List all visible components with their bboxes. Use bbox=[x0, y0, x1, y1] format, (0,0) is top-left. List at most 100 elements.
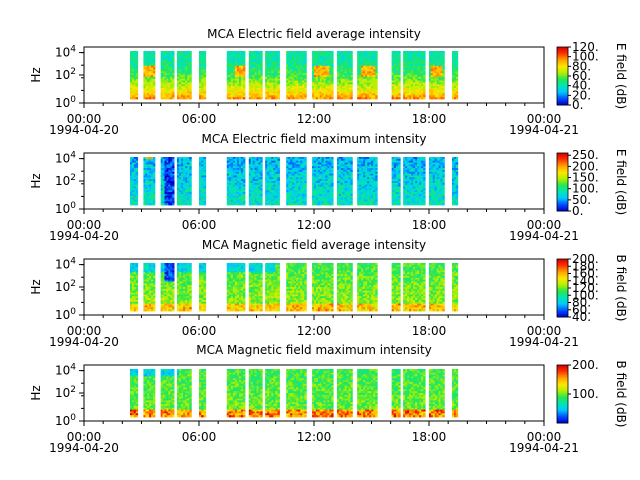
heatmap-cell bbox=[411, 51, 414, 54]
heatmap-cell bbox=[143, 60, 146, 63]
heatmap-cell bbox=[273, 52, 276, 56]
heatmap-cell bbox=[298, 54, 301, 57]
heatmap-cell bbox=[438, 51, 441, 54]
heatmap-cell bbox=[130, 60, 133, 63]
heatmap-cell bbox=[312, 93, 315, 96]
heatmap-cell bbox=[423, 93, 426, 96]
heatmap-cell bbox=[329, 76, 332, 80]
heatmap-cell bbox=[315, 91, 319, 94]
heatmap-cell bbox=[371, 69, 374, 72]
heatmap-cell bbox=[236, 71, 240, 74]
heatmap-cell bbox=[315, 78, 319, 81]
heatmap-cell bbox=[344, 82, 347, 85]
heatmap-cell bbox=[338, 71, 342, 74]
heatmap-cell bbox=[254, 69, 257, 72]
heatmap-cell bbox=[327, 54, 330, 57]
heatmap-cell bbox=[250, 97, 254, 100]
heatmap-cell bbox=[290, 51, 293, 54]
heatmap-cell bbox=[275, 51, 278, 54]
heatmap-cell bbox=[312, 51, 315, 54]
heatmap-cell bbox=[226, 62, 230, 65]
heatmap-cell bbox=[240, 80, 244, 83]
heatmap-cell bbox=[250, 56, 254, 59]
heatmap-cell bbox=[373, 51, 376, 54]
heatmap-cell bbox=[304, 91, 307, 94]
heatmap-cell bbox=[348, 63, 351, 67]
heatmap-cell bbox=[234, 65, 238, 69]
heatmap-cell bbox=[350, 52, 353, 56]
heatmap-cell bbox=[359, 56, 362, 59]
heatmap-cell bbox=[440, 62, 443, 65]
heatmap-cell bbox=[187, 52, 190, 56]
heatmap-cell bbox=[294, 89, 297, 93]
heatmap-cell bbox=[164, 65, 167, 69]
heatmap-cell bbox=[260, 76, 263, 80]
heatmap-cell bbox=[234, 62, 238, 65]
heatmap-cell bbox=[436, 82, 439, 85]
heatmap-cell bbox=[252, 91, 255, 94]
heatmap-cell bbox=[365, 91, 368, 94]
heatmap-cell bbox=[296, 63, 299, 67]
heatmap-cell bbox=[271, 54, 274, 57]
heatmap-cell bbox=[317, 60, 321, 63]
heatmap-cell bbox=[340, 71, 344, 74]
heatmap-cell bbox=[145, 76, 148, 80]
heatmap-cell bbox=[131, 73, 135, 76]
heatmap-cell bbox=[337, 89, 340, 93]
heatmap-cell bbox=[160, 60, 163, 63]
heatmap-cell bbox=[348, 58, 351, 61]
heatmap-cell bbox=[323, 52, 326, 56]
heatmap-cell bbox=[337, 71, 340, 74]
heatmap-cell bbox=[226, 73, 230, 76]
heatmap-cell bbox=[453, 71, 457, 74]
heatmap-cell bbox=[273, 84, 276, 87]
heatmap-cell bbox=[149, 54, 152, 57]
heatmap-cell bbox=[292, 87, 295, 91]
heatmap-cell bbox=[201, 54, 204, 57]
heatmap-cell bbox=[203, 51, 207, 54]
heatmap-cell bbox=[338, 91, 342, 94]
heatmap-cell bbox=[369, 67, 372, 70]
heatmap-cell bbox=[179, 54, 182, 57]
heatmap-cell bbox=[135, 89, 139, 93]
heatmap-cell bbox=[395, 60, 399, 63]
heatmap-cell bbox=[340, 56, 344, 59]
heatmap-cell bbox=[294, 86, 297, 89]
heatmap-cell bbox=[302, 89, 305, 93]
heatmap-cell bbox=[315, 51, 319, 54]
heatmap-cell bbox=[317, 91, 321, 94]
heatmap-cell bbox=[277, 65, 280, 69]
heatmap-cell bbox=[168, 89, 171, 93]
heatmap-cell bbox=[286, 71, 289, 74]
heatmap-cell bbox=[273, 73, 276, 76]
heatmap-cell bbox=[393, 84, 397, 87]
heatmap-cell bbox=[373, 97, 376, 100]
heatmap-cell bbox=[319, 56, 323, 59]
colorbar-tick-label: 120. bbox=[572, 40, 599, 54]
heatmap-cell bbox=[135, 69, 139, 72]
heatmap-cell bbox=[250, 86, 254, 89]
heatmap-cell bbox=[440, 56, 443, 59]
heatmap-cell bbox=[199, 56, 202, 59]
heatmap-cell bbox=[166, 97, 169, 100]
heatmap-cell bbox=[393, 54, 397, 57]
heatmap-cell bbox=[189, 97, 192, 100]
heatmap-cell bbox=[348, 52, 351, 56]
heatmap-cell bbox=[391, 54, 395, 57]
heatmap-cell bbox=[236, 80, 240, 83]
heatmap-cell bbox=[238, 95, 242, 98]
heatmap-cell bbox=[201, 97, 204, 100]
heatmap-cell bbox=[340, 91, 344, 94]
heatmap-cell bbox=[296, 76, 299, 80]
heatmap-cell bbox=[288, 63, 291, 67]
heatmap-cell bbox=[290, 93, 293, 96]
heatmap-cell bbox=[162, 75, 165, 78]
heatmap-cell bbox=[296, 52, 299, 56]
heatmap-cell bbox=[238, 51, 242, 54]
heatmap-cell bbox=[325, 93, 328, 96]
heatmap-cell bbox=[273, 51, 276, 54]
heatmap-cell bbox=[185, 75, 188, 78]
heatmap-cell bbox=[346, 78, 349, 81]
heatmap-cell bbox=[185, 67, 188, 70]
heatmap-cell bbox=[398, 69, 401, 72]
